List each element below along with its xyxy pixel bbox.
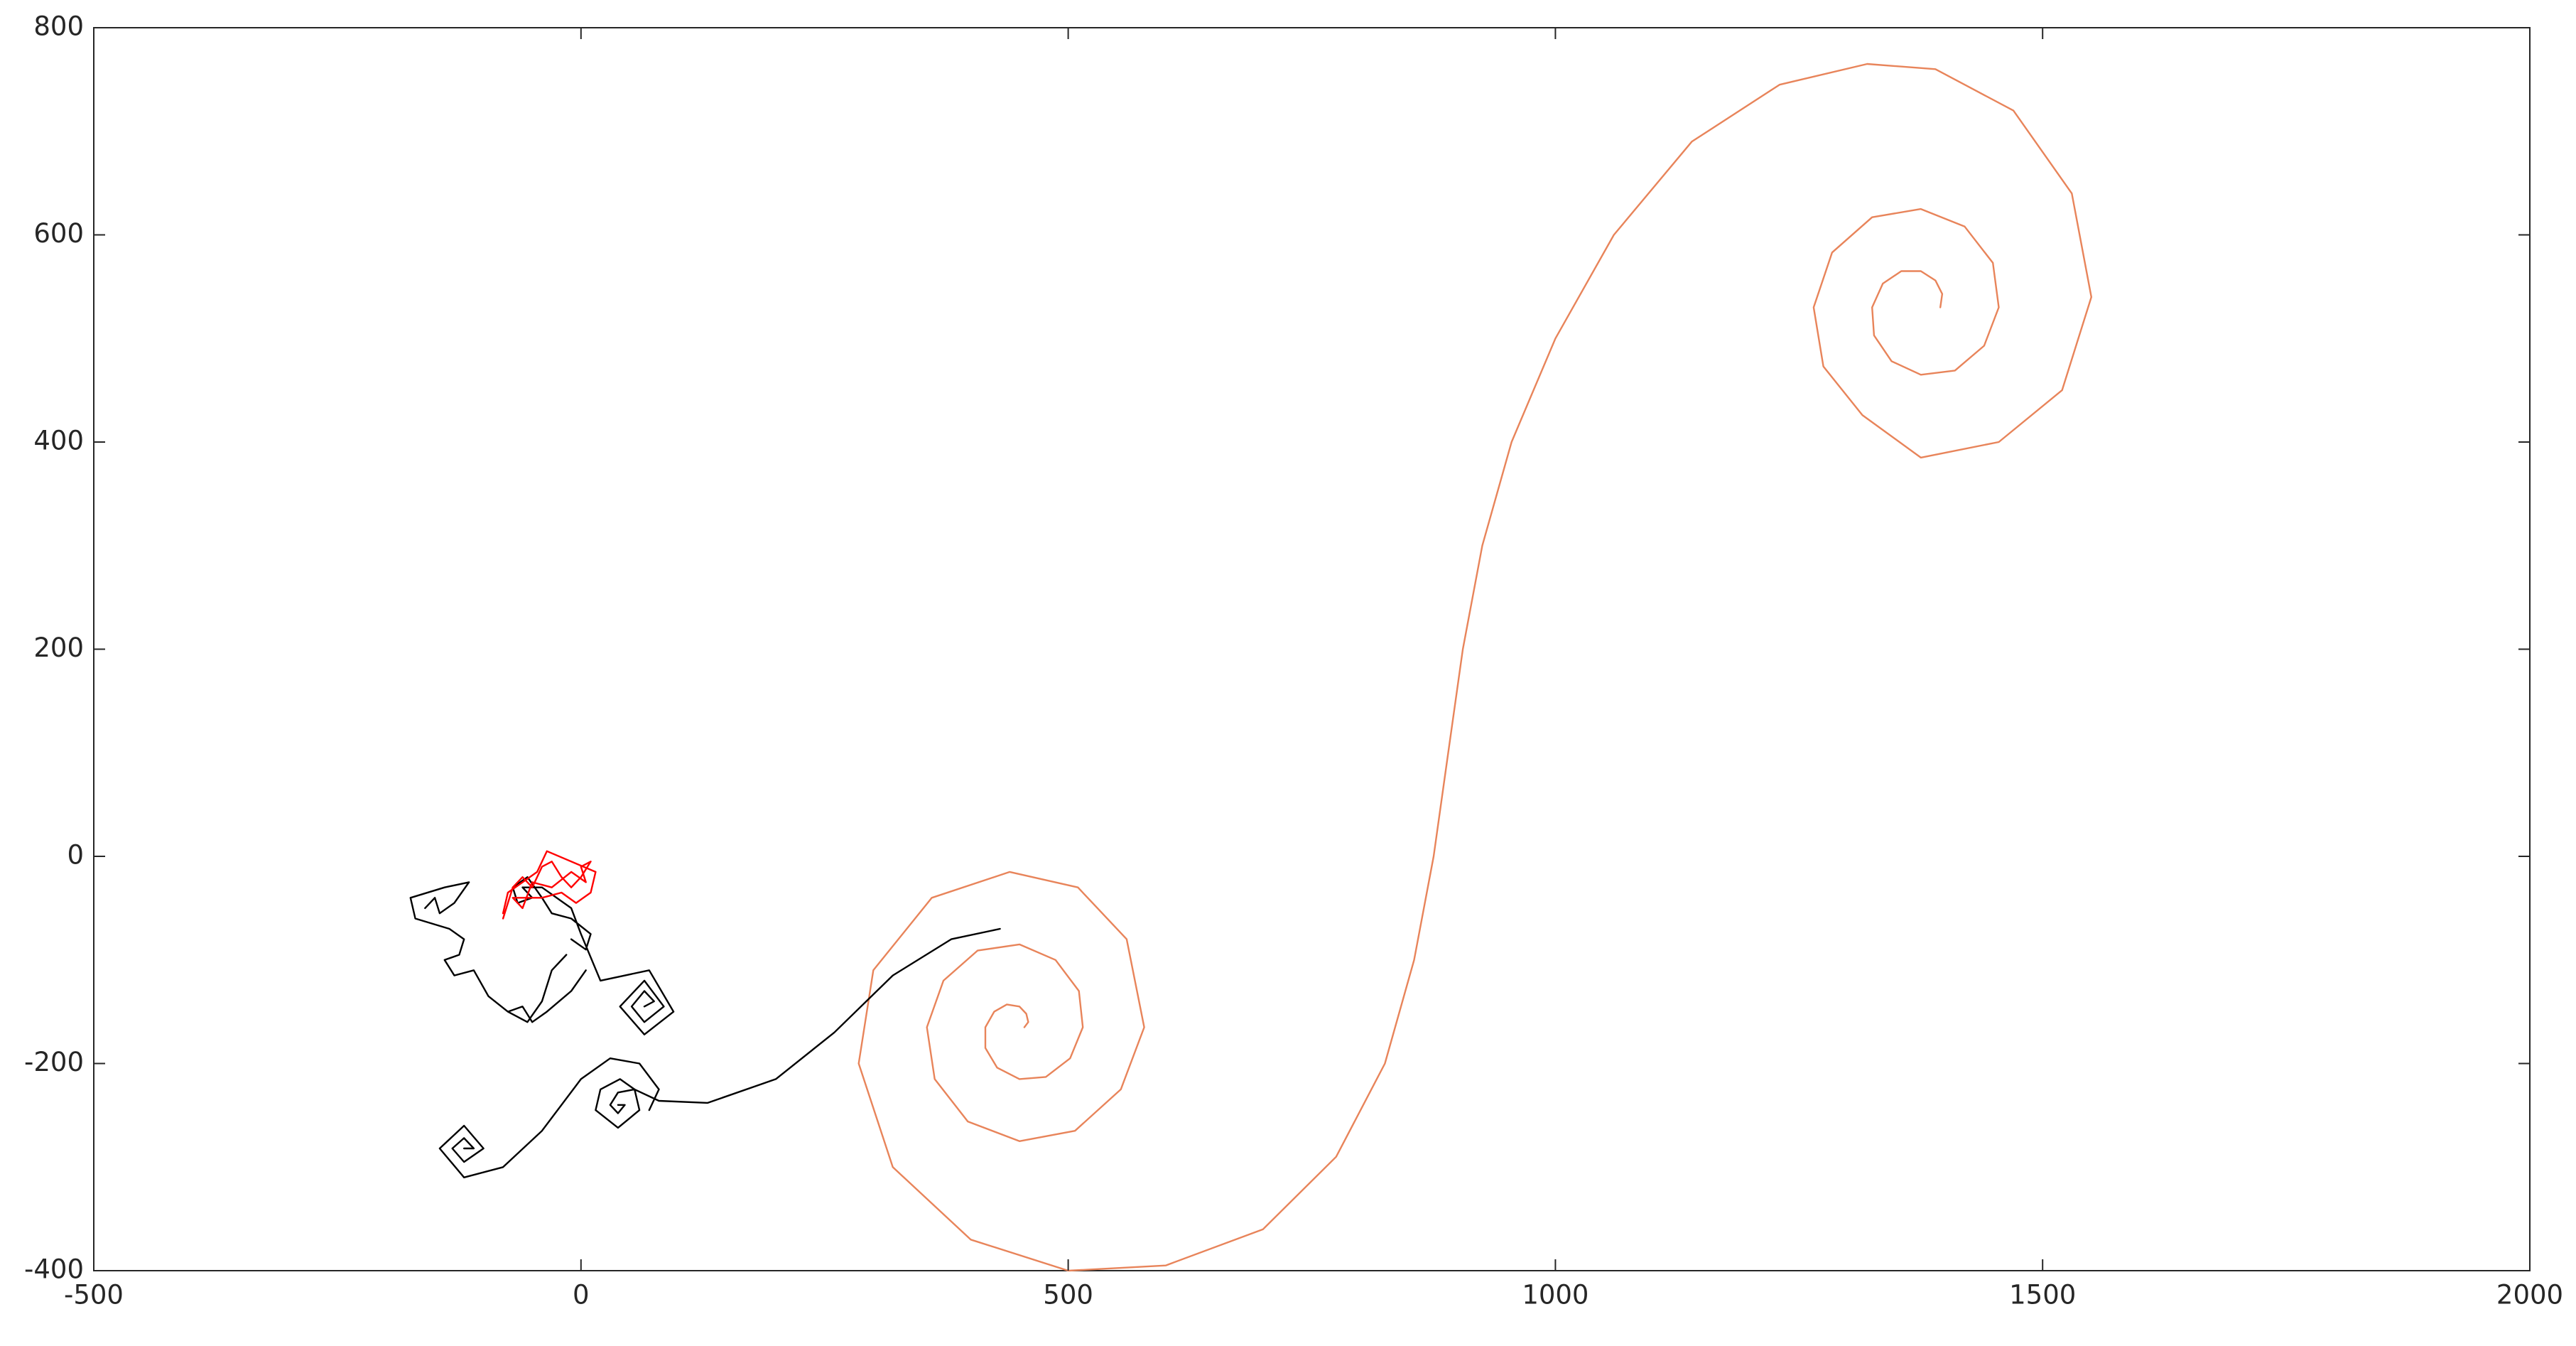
x-tick-label: 500 [1043,1280,1093,1310]
y-tick-label: 800 [33,11,84,42]
y-tick-label: -400 [24,1254,84,1285]
y-tick-label: 200 [33,632,84,663]
y-tick-label: -200 [24,1047,84,1077]
x-tick-label: 1000 [1522,1280,1589,1310]
series-line [502,850,597,920]
y-tick-label: 0 [67,840,84,871]
x-tick-label: 0 [573,1280,590,1310]
y-tick-label: 400 [33,426,84,456]
series-line [409,876,1001,1178]
x-tick-label: 1500 [2009,1280,2076,1310]
y-tick-label: 600 [33,218,84,249]
plot-area [409,63,2092,1272]
x-tick-label: 2000 [2496,1280,2563,1310]
x-tick-label: -500 [64,1280,124,1310]
series-line [857,63,2092,1272]
